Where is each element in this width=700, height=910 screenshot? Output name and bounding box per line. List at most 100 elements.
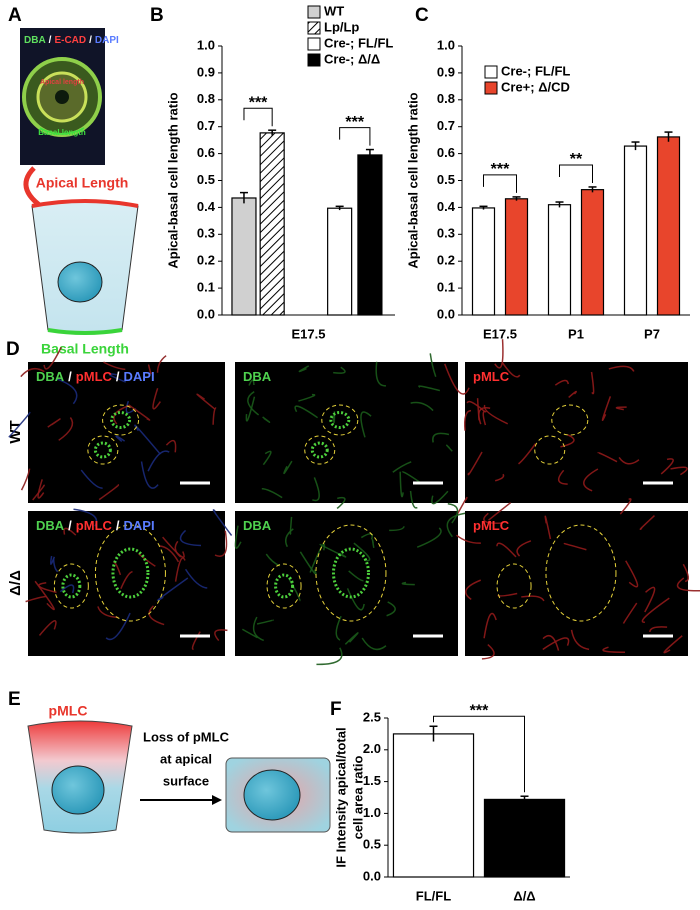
outline [266, 563, 302, 609]
error-bar [555, 201, 564, 208]
dba-signal [93, 441, 112, 459]
stain-sep: / [49, 35, 52, 46]
membrane [63, 527, 77, 536]
membrane [641, 597, 670, 624]
membrane [615, 406, 627, 411]
membrane [140, 461, 159, 489]
membrane [464, 409, 472, 431]
membrane [432, 432, 450, 443]
membrane [429, 353, 437, 378]
membrane [147, 450, 170, 472]
membrane [542, 637, 570, 651]
membrane [289, 516, 293, 535]
legend-swatch [484, 81, 498, 95]
y-tick-label: 0.8 [437, 91, 455, 106]
column-title: DBA [243, 369, 272, 384]
membrane [49, 555, 56, 566]
significance: ** [570, 151, 583, 168]
legend-label: Cre-; FL/FL [324, 35, 393, 50]
dba-signal [61, 573, 82, 599]
y-tick-label: 0.8 [197, 91, 215, 106]
membrane [481, 644, 495, 660]
y-tick-label: 1.0 [363, 805, 381, 820]
micrograph [465, 511, 688, 656]
bar [547, 204, 572, 316]
membrane [418, 385, 441, 392]
x-tick-label: E17.5 [292, 326, 326, 341]
membrane [212, 407, 217, 425]
panel-label: A [8, 5, 22, 26]
bar [483, 798, 566, 878]
membrane [80, 469, 103, 489]
membrane [501, 361, 521, 378]
membrane [521, 595, 545, 602]
stain: DBA [36, 369, 65, 384]
bar [580, 189, 605, 316]
membrane [298, 393, 316, 402]
dba-signal [331, 547, 370, 599]
membrane [445, 444, 453, 452]
column-title: pMLC [473, 518, 510, 533]
membrane [401, 581, 415, 586]
apical-edge [31, 199, 139, 208]
membrane [625, 560, 639, 588]
bar [327, 207, 353, 316]
x-tick-label: P7 [644, 326, 660, 341]
membrane [214, 530, 228, 557]
row-label: WT [7, 420, 24, 443]
membrane [113, 561, 122, 576]
micrograph [465, 362, 688, 503]
membrane [389, 526, 405, 532]
dba-signal [274, 573, 295, 599]
panel-e: pMLC Loss of pMLC at apical surface [27, 703, 331, 834]
y-tick-label: 0.3 [437, 226, 455, 241]
column-title: DBA [243, 518, 272, 533]
y-tick-label: 0.5 [363, 837, 381, 852]
y-tick-label: 0.0 [363, 868, 381, 883]
membrane [184, 568, 208, 589]
membrane [147, 364, 152, 375]
membrane [483, 512, 502, 524]
panel-a: DBA / E-CAD / DAPI Apical length Basal lengt… [20, 28, 139, 357]
membrane [294, 405, 319, 419]
membrane [59, 584, 75, 594]
caption: surface [163, 773, 209, 788]
membrane [58, 417, 74, 441]
membrane [32, 484, 45, 501]
membrane [179, 529, 202, 547]
y-tick-label: 0.0 [197, 306, 215, 321]
membrane [212, 509, 233, 536]
membrane [103, 361, 126, 371]
membrane [482, 410, 487, 426]
y-tick-label: 0.7 [437, 118, 455, 133]
stain: pMLC [76, 518, 113, 533]
stain: / [116, 518, 120, 533]
legend-label: Cre-; FL/FL [501, 63, 570, 78]
membrane [496, 542, 517, 558]
bar [471, 207, 496, 316]
stain: DBA [24, 35, 46, 46]
membrane [590, 371, 595, 395]
y-tick-label: 0.1 [437, 280, 455, 295]
membrane [248, 379, 255, 386]
error-bar [239, 191, 248, 204]
membrane [447, 503, 459, 524]
membrane [56, 378, 78, 405]
membrane [597, 452, 618, 463]
x-tick-label: FL/FL [416, 888, 451, 903]
membrane [157, 577, 189, 602]
membrane [20, 468, 31, 491]
membrane [371, 539, 375, 549]
membrane [542, 635, 560, 651]
membrane [494, 339, 504, 369]
membrane [247, 391, 260, 416]
membrane [399, 471, 404, 498]
y-axis-label: cell area ratio [350, 756, 365, 840]
error-bar [479, 205, 488, 210]
membrane [416, 527, 442, 548]
error-bar [512, 196, 521, 201]
y-tick-label: 0.2 [437, 253, 455, 268]
basal-label: Basal Length [41, 341, 129, 357]
outline [551, 404, 589, 436]
membrane [336, 496, 346, 510]
